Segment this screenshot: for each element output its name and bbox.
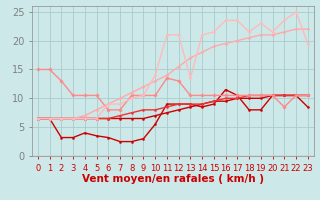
X-axis label: Vent moyen/en rafales ( km/h ): Vent moyen/en rafales ( km/h )	[82, 174, 264, 184]
